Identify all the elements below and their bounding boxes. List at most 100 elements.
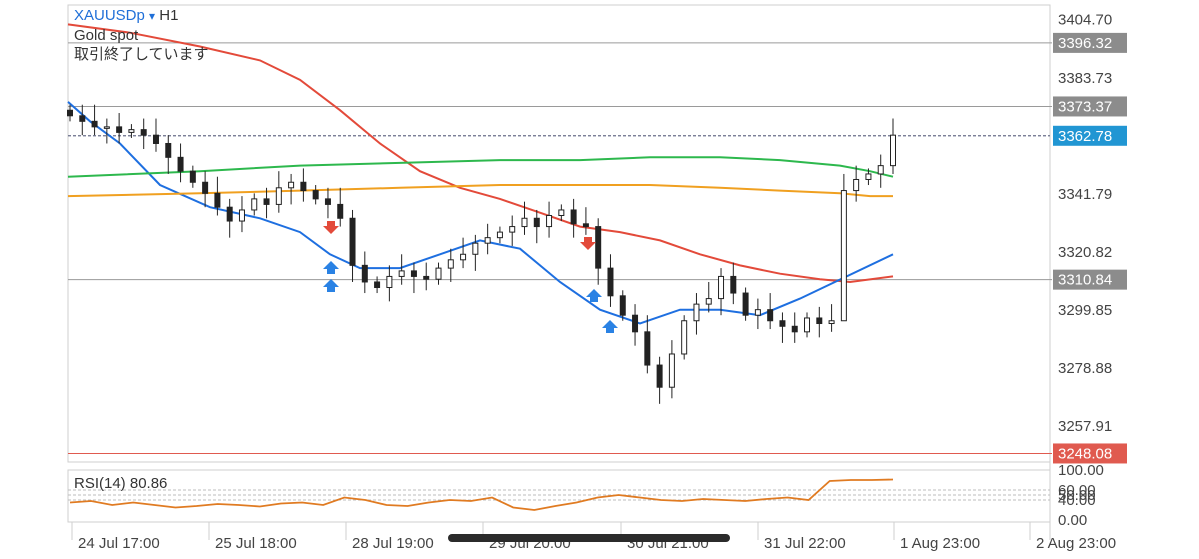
candle-body <box>656 364 663 388</box>
price-tick-label: 3383.73 <box>1058 70 1112 87</box>
candle-body <box>300 181 307 192</box>
candle-body <box>67 109 73 117</box>
candle-body <box>91 120 98 128</box>
candle-body <box>779 320 786 327</box>
candle-body <box>214 192 221 208</box>
candle-body <box>742 292 749 316</box>
price-level-label: 3396.32 <box>1058 35 1112 52</box>
candle-body <box>398 270 405 277</box>
candle-body <box>804 317 811 333</box>
candle-body <box>521 217 528 228</box>
rsi-tick-label: 0.00 <box>1058 512 1087 529</box>
price-level-badge <box>1053 96 1127 117</box>
timeframe-label[interactable]: H1 <box>159 7 179 24</box>
price-level-badge <box>1053 32 1127 53</box>
candle-body <box>177 156 184 172</box>
candle-body <box>116 126 123 133</box>
price-level-badge <box>1053 125 1127 146</box>
price-tick-label: 3278.88 <box>1058 360 1112 377</box>
time-axis-label: 31 Jul 22:00 <box>764 535 846 552</box>
candle-body <box>152 134 159 144</box>
candle-body <box>644 331 651 366</box>
scrollbar-thumb[interactable] <box>448 534 730 542</box>
candle-body <box>447 259 454 269</box>
price-level-badge <box>1053 443 1127 464</box>
candle-body <box>202 181 209 194</box>
rsi-line <box>69 478 894 511</box>
candle-body <box>238 209 245 222</box>
candle-body <box>767 309 774 322</box>
candle-body <box>509 226 516 233</box>
candle-body <box>165 142 172 158</box>
candle-body <box>730 275 737 294</box>
candle-body <box>681 320 688 355</box>
price-level-label: 3248.08 <box>1058 445 1112 462</box>
candle-body <box>189 170 196 183</box>
price-tick-label: 3320.82 <box>1058 244 1112 261</box>
market-status: 取引終了しています <box>74 46 209 63</box>
candle-body <box>226 206 233 222</box>
candle-body <box>705 298 712 305</box>
rsi-tick-label: 40.00 <box>1058 492 1096 509</box>
candle-body <box>668 353 675 388</box>
buy-arrow-icon <box>586 289 602 302</box>
price-tick-label: 3257.91 <box>1058 418 1112 435</box>
candle-body <box>607 267 614 297</box>
price-tick-label: 3341.79 <box>1058 186 1112 203</box>
candle-body <box>410 270 417 277</box>
chevron-down-icon[interactable]: ▾ <box>149 9 156 23</box>
chart-header[interactable]: XAUUSDp ▾ H1 <box>74 7 178 25</box>
candle-body <box>632 314 639 333</box>
candle-body <box>337 203 344 219</box>
candle-body <box>288 181 295 189</box>
moving-average-green <box>67 156 894 178</box>
moving-average-blue <box>67 101 894 325</box>
symbol-name[interactable]: XAUUSDp <box>74 7 145 24</box>
price-pane-border <box>67 4 1051 463</box>
candle-body <box>816 317 823 325</box>
candle-body <box>251 198 258 211</box>
candle-body <box>853 178 860 192</box>
candle-body <box>570 209 577 225</box>
candle-body <box>423 275 430 280</box>
candle-body <box>890 134 896 167</box>
price-level-label: 3310.84 <box>1058 272 1112 289</box>
candle-body <box>595 226 602 269</box>
candle-body <box>472 242 479 255</box>
candle-body <box>877 165 884 175</box>
moving-average-red <box>67 23 894 284</box>
rsi-tick-label: 50.00 <box>1058 487 1096 504</box>
candle-body <box>361 264 368 283</box>
candle-body <box>140 129 147 136</box>
sell-arrow-icon <box>580 237 596 250</box>
candle-body <box>460 253 467 261</box>
time-axis-label: 28 Jul 19:00 <box>352 535 434 552</box>
time-axis-label: 25 Jul 18:00 <box>215 535 297 552</box>
time-axis-label: 1 Aug 23:00 <box>900 535 980 552</box>
rsi-pane-border <box>67 469 1051 523</box>
candle-body <box>865 173 872 180</box>
candle-body <box>128 129 135 133</box>
candle-body <box>693 303 700 322</box>
candle-body <box>828 320 835 325</box>
candle-body <box>349 217 356 266</box>
candle-body <box>840 190 847 322</box>
symbol-description: Gold spot <box>74 27 139 44</box>
time-axis-label: 2 Aug 23:00 <box>1036 535 1116 552</box>
candle-body <box>103 126 110 129</box>
rsi-label: RSI(14) 80.86 <box>74 475 167 492</box>
rsi-tick-label: 100.00 <box>1058 462 1104 479</box>
candle-body <box>484 237 491 244</box>
candle-body <box>533 217 540 228</box>
candle-body <box>275 187 282 205</box>
price-level-badge <box>1053 269 1127 290</box>
candle-body <box>718 275 725 300</box>
candle-body <box>324 198 331 205</box>
buy-arrow-icon <box>323 261 339 274</box>
time-axis-label: 24 Jul 17:00 <box>78 535 160 552</box>
candle-body <box>546 214 553 228</box>
candle-body <box>435 267 442 280</box>
candle-body <box>79 115 86 122</box>
